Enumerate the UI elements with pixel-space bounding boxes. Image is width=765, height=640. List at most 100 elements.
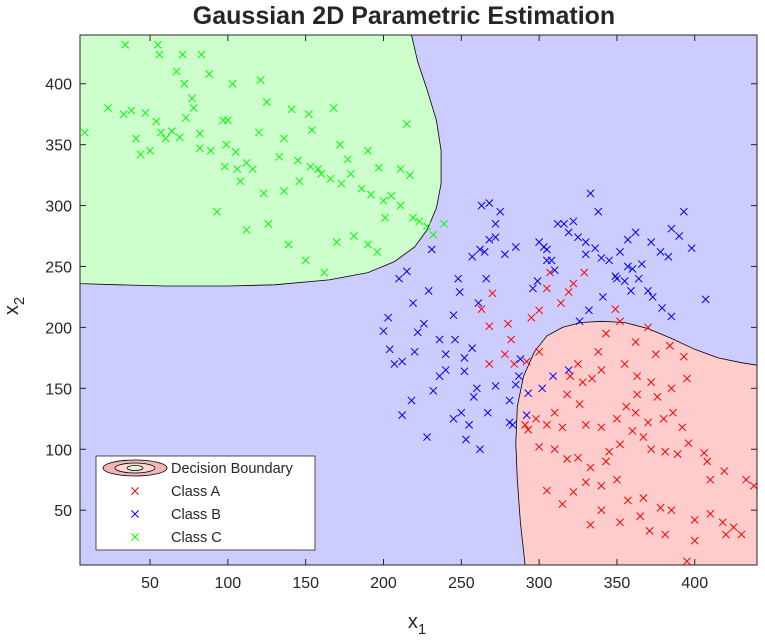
- data-point-class-b: [413, 328, 422, 337]
- data-point-class-b: [514, 372, 523, 381]
- legend-marker-class-b: [131, 510, 139, 518]
- data-point-class-b: [574, 233, 582, 242]
- data-point-class-a: [532, 414, 540, 423]
- x-tick-label: 400: [681, 575, 708, 592]
- data-point-class-a: [507, 335, 516, 344]
- data-point-class-c: [161, 134, 170, 143]
- data-point-class-b: [472, 384, 481, 393]
- data-point-class-a: [569, 279, 578, 288]
- data-point-class-b: [675, 232, 684, 240]
- legend-marker-class-a: [131, 487, 139, 495]
- data-point-class-c: [188, 94, 197, 103]
- data-point-class-a: [645, 526, 654, 535]
- data-point-class-b: [612, 274, 621, 283]
- data-point-class-c: [429, 230, 438, 239]
- data-point-class-b: [631, 228, 640, 237]
- data-point-class-a: [669, 408, 677, 417]
- data-point-class-a: [661, 447, 670, 456]
- y-tick-label: 100: [45, 442, 72, 459]
- data-point-class-c: [233, 165, 242, 173]
- y-tick-label: 150: [45, 381, 72, 398]
- data-point-class-c: [155, 50, 164, 59]
- data-point-class-b: [511, 243, 520, 251]
- data-point-class-b: [542, 256, 551, 265]
- data-point-class-b: [611, 272, 620, 281]
- data-point-class-c: [363, 240, 372, 249]
- data-point-class-c: [220, 162, 229, 171]
- data-point-class-b: [667, 312, 676, 321]
- y-tick-label: 400: [45, 77, 72, 94]
- data-point-class-b: [384, 313, 393, 322]
- data-point-class-b: [628, 264, 637, 273]
- data-point-class-b: [626, 286, 635, 295]
- data-point-class-b: [451, 335, 460, 344]
- data-point-class-b: [476, 245, 484, 254]
- data-point-class-a: [574, 453, 582, 462]
- data-point-class-c: [259, 189, 268, 198]
- data-point-class-b: [647, 238, 656, 247]
- data-point-class-c: [255, 128, 263, 137]
- data-point-class-a: [485, 360, 494, 368]
- data-point-class-b: [469, 392, 478, 401]
- data-point-class-b: [457, 408, 466, 417]
- data-point-class-a: [586, 463, 595, 472]
- data-point-class-a: [546, 268, 554, 277]
- data-point-class-a: [556, 299, 565, 307]
- data-point-class-c: [332, 238, 341, 247]
- data-point-class-b: [664, 252, 673, 261]
- data-point-class-a: [679, 352, 688, 361]
- data-point-class-b: [623, 235, 632, 244]
- data-point-class-a: [581, 478, 590, 487]
- data-point-class-c: [275, 152, 284, 161]
- data-point-class-b: [508, 420, 517, 429]
- data-point-class-a: [488, 289, 497, 298]
- y-tick-label: 250: [45, 259, 72, 276]
- data-point-class-c: [264, 219, 273, 228]
- data-point-class-a: [622, 402, 631, 411]
- data-point-class-a: [644, 418, 653, 427]
- data-point-class-c: [396, 201, 405, 210]
- x-tick-label: 150: [292, 575, 319, 592]
- data-point-class-b: [485, 235, 494, 244]
- data-point-class-a: [550, 445, 559, 454]
- data-point-class-a: [616, 317, 624, 326]
- data-point-class-a: [616, 518, 624, 527]
- data-point-class-a: [588, 374, 596, 383]
- decision-region-class-a: [515, 320, 757, 565]
- data-point-class-b: [648, 293, 657, 301]
- data-point-class-a: [566, 372, 575, 381]
- x-axis-label-subscript: 1: [418, 621, 426, 638]
- y-tick-label: 200: [45, 320, 72, 337]
- x-tick-label: 250: [448, 575, 475, 592]
- data-point-class-c: [127, 106, 136, 115]
- data-point-class-a: [524, 425, 533, 434]
- legend: Decision Boundary Class A Class B Class C: [95, 455, 316, 551]
- data-point-class-a: [535, 306, 544, 315]
- data-point-class-c: [387, 191, 396, 200]
- data-point-class-a: [504, 319, 512, 328]
- data-point-class-b: [441, 350, 450, 359]
- data-point-class-a: [700, 448, 709, 457]
- data-point-class-c: [242, 225, 251, 234]
- data-point-class-a: [644, 323, 653, 332]
- data-point-class-a: [558, 500, 567, 509]
- data-point-class-c: [293, 156, 302, 165]
- data-point-class-c: [152, 117, 161, 126]
- data-point-class-a: [569, 487, 578, 496]
- data-point-class-b: [449, 414, 458, 423]
- data-point-class-c: [231, 148, 240, 156]
- data-point-class-b: [667, 224, 676, 233]
- data-point-class-c: [304, 110, 313, 119]
- data-point-class-c: [195, 144, 204, 153]
- data-point-class-b: [423, 433, 432, 442]
- data-point-class-c: [381, 213, 389, 222]
- data-point-class-b: [598, 293, 607, 301]
- data-point-class-a: [574, 360, 582, 368]
- x-tick-label: 350: [604, 575, 631, 592]
- data-point-class-a: [586, 520, 595, 529]
- data-point-class-a: [636, 512, 645, 521]
- data-point-class-c: [181, 113, 190, 122]
- data-point-class-c: [189, 104, 198, 113]
- axes-box: [79, 34, 758, 566]
- data-point-class-b: [679, 207, 688, 216]
